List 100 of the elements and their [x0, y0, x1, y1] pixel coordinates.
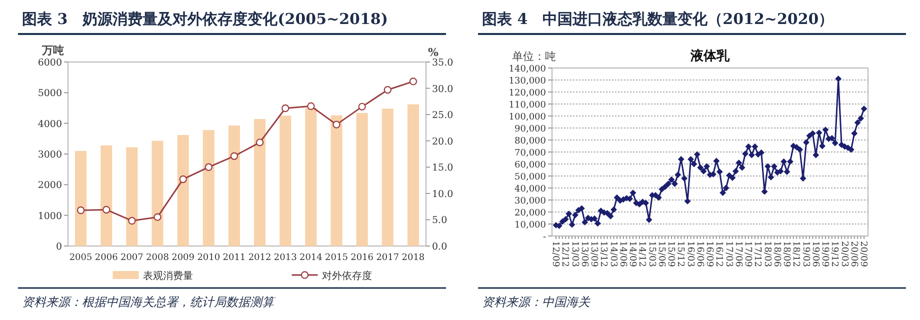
- point: [128, 216, 136, 225]
- x-tick-label: 13/03: [569, 241, 580, 268]
- y-tick-label: 90,000: [514, 124, 546, 134]
- y2-axis-title: %: [428, 46, 439, 59]
- x-tick-label: 19/09: [820, 241, 830, 268]
- x-tick-label: 2015: [325, 253, 348, 263]
- point: [230, 152, 238, 160]
- x-tick-label: 13/06: [578, 241, 589, 268]
- x-tick-label: 20/09: [858, 241, 868, 268]
- bar: [152, 140, 164, 246]
- point: [154, 213, 162, 221]
- y-tick-label: 10,000: [514, 220, 546, 230]
- chart-subtitle: 液体乳: [690, 48, 730, 64]
- y-tick-label: 80,000: [514, 136, 546, 146]
- bar: [356, 112, 368, 246]
- bar: [202, 130, 214, 246]
- x-tick-label: 2006: [94, 253, 118, 263]
- x-tick-label: 14/12: [636, 241, 647, 267]
- bar: [228, 125, 240, 246]
- x-tick-label: 2011: [222, 253, 246, 263]
- y-tick-label: 1000: [38, 210, 62, 222]
- x-tick-label: 19/03: [800, 241, 810, 268]
- x-tick-label: 18/09: [781, 241, 791, 268]
- y2-tick-label: 35.0: [432, 58, 454, 68]
- bar: [254, 119, 266, 246]
- text: 资料来源：中国海关: [482, 295, 591, 309]
- y-axis-title: 单位：吨: [512, 50, 556, 63]
- x-tick-label: 17/06: [732, 241, 743, 268]
- x-tick-label: 17/12: [752, 241, 762, 267]
- x-tick-label: 14/03: [608, 241, 618, 268]
- point: [282, 104, 290, 112]
- x-tick-label: 2014: [299, 253, 323, 263]
- y-tick-label: 5000: [38, 88, 62, 100]
- y-axis-title: 万吨: [41, 44, 64, 57]
- point: [384, 86, 392, 94]
- bar: [100, 145, 112, 246]
- x-tick-label: 14/09: [627, 241, 637, 268]
- chart-title: 图表 4 中国进口液态乳数量变化（2012~2020）: [482, 10, 834, 28]
- y-tick-label: 140,000: [508, 64, 546, 74]
- x-tick-label: 2009: [172, 253, 195, 263]
- x-tick-label: 16/09: [704, 241, 714, 268]
- x-tick-label: 2017: [376, 253, 400, 263]
- y2-tick-label: 30.0: [432, 84, 454, 95]
- y-tick-label: 60,000: [514, 160, 546, 170]
- x-tick-label: 16/06: [694, 241, 704, 268]
- x-tick-label: 12/09: [550, 241, 560, 268]
- y-tick-label: 30,000: [514, 196, 546, 206]
- y-tick-label: 2000: [38, 180, 62, 192]
- y-tick-label: 0: [56, 242, 62, 252]
- bar: [305, 108, 317, 246]
- bar: [407, 104, 419, 246]
- bar: [126, 147, 138, 246]
- y-tick-label: 120,000: [508, 88, 546, 98]
- x-tick-label: 2010: [197, 253, 220, 263]
- x-tick-label: 17/03: [723, 241, 734, 268]
- x-tick-label: 15/06: [656, 241, 666, 268]
- x-tick-label: 2016: [350, 253, 374, 263]
- chart-title: 图表 3 奶源消费量及对外依存度变化(2005~2018): [22, 10, 388, 28]
- point: [358, 102, 366, 111]
- y2-tick-label: 15.0: [432, 162, 454, 174]
- x-tick-label: 20/06: [848, 241, 858, 268]
- y-tick-label: 6000: [38, 58, 62, 68]
- x-tick-label: 18/03: [762, 241, 772, 268]
- y2-tick-label: 20.0: [432, 136, 454, 148]
- y2-tick-label: 5.0: [432, 215, 448, 226]
- y-tick-label: 50,000: [514, 172, 546, 182]
- y2-tick-label: 25.0: [432, 110, 454, 122]
- x-tick-label: 15/12: [675, 241, 686, 267]
- x-tick-label: 20/03: [838, 241, 849, 268]
- x-tick-label: 13/09: [588, 241, 598, 268]
- x-tick-label: 13/12: [598, 241, 608, 267]
- x-tick-label: 18/12: [790, 241, 801, 267]
- point: [204, 163, 212, 171]
- x-tick-label: 17/09: [742, 241, 752, 268]
- bar: [75, 150, 87, 246]
- legend-label: 对外依存度: [322, 270, 372, 282]
- y-tick-label: 100,000: [508, 112, 546, 122]
- x-tick-label: 2018: [402, 253, 425, 263]
- y-tick-label: 70,000: [514, 148, 546, 158]
- y-tick-label: 130,000: [508, 76, 546, 86]
- point: [409, 78, 418, 86]
- point: [307, 102, 315, 110]
- x-tick-label: 2005: [69, 253, 93, 263]
- x-tick-label: 14/06: [617, 241, 628, 268]
- x-tick-label: 2008: [146, 253, 170, 263]
- point: [76, 206, 85, 214]
- y-tick-label: 3000: [38, 150, 62, 160]
- x-tick-label: 2013: [274, 253, 298, 263]
- y-tick-label: 40,000: [514, 184, 546, 194]
- y2-tick-label: 0.0: [432, 242, 448, 252]
- x-tick-label: 15/09: [666, 241, 676, 268]
- x-tick-label: 18/06: [771, 241, 782, 268]
- x-tick-label: 2007: [120, 253, 144, 263]
- bar: [280, 116, 292, 246]
- point: [102, 206, 110, 214]
- y-tick-label: -: [542, 232, 546, 242]
- legend-label: 表观消费量: [142, 270, 193, 282]
- bar: [177, 134, 189, 246]
- x-tick-label: 19/06: [810, 241, 820, 268]
- point: [332, 120, 340, 128]
